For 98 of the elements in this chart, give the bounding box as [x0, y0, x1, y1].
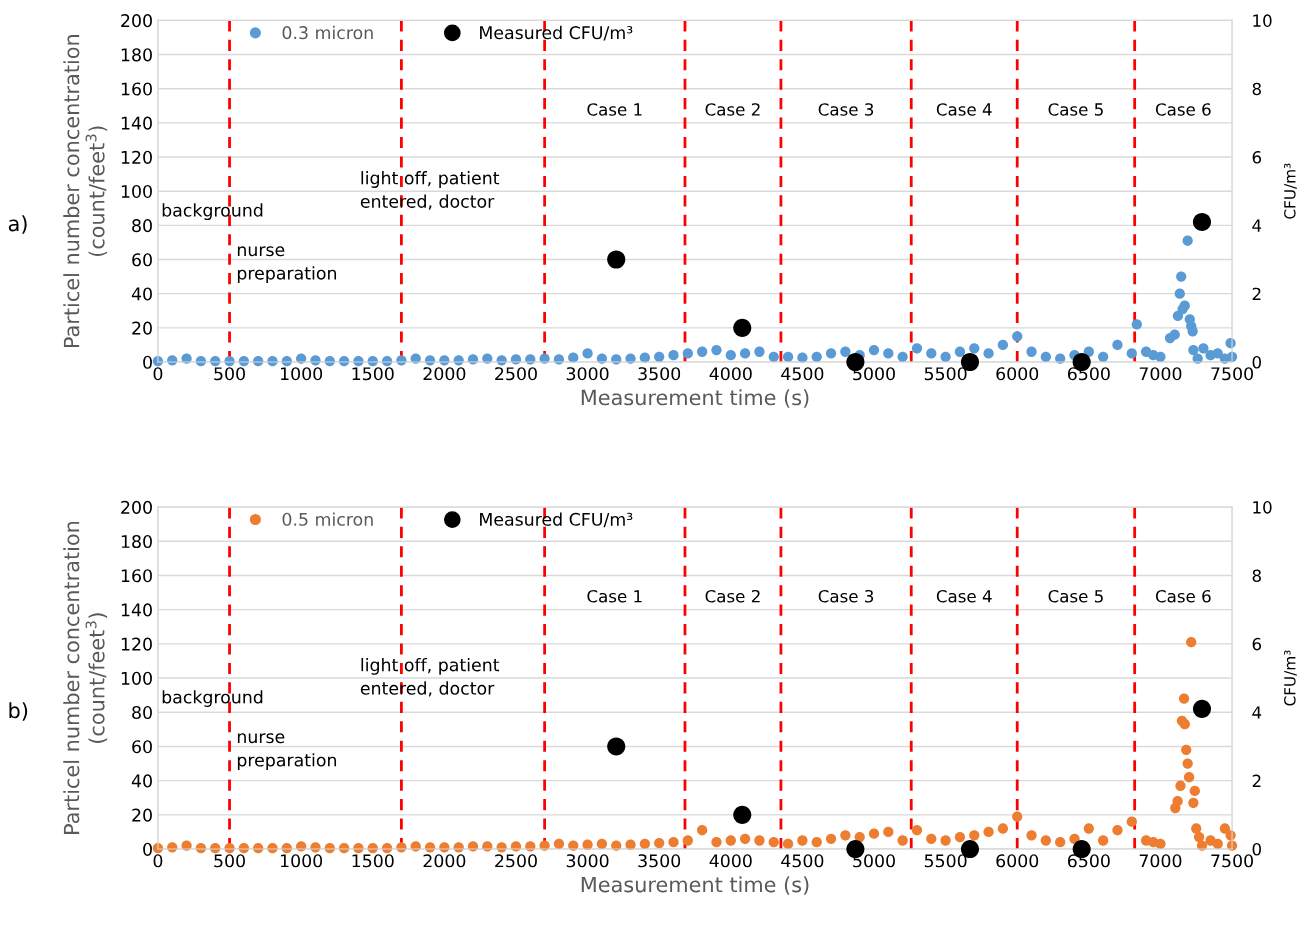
text: a) [8, 215, 27, 234]
y-tick-label: 100 [121, 184, 152, 199]
point [607, 737, 626, 756]
x-tick-label: 500 [214, 854, 245, 868]
y2-tick-label: 6 [1252, 151, 1262, 164]
x-tick-label: 3500 [638, 367, 681, 381]
x-tick-label: 4500 [781, 367, 824, 381]
y-tick-label: 200 [121, 14, 152, 28]
x-tick-label: 2000 [423, 367, 466, 381]
x-tick-label: 6000 [996, 854, 1039, 868]
x-tick-label: 7000 [1139, 854, 1182, 868]
y-tick-label: 60 [132, 740, 152, 754]
x-tick-label: 500 [214, 367, 245, 381]
x-tick-label: 3000 [566, 367, 609, 381]
annotation: background [162, 203, 263, 221]
x-tick-label: 1500 [352, 854, 394, 868]
y2-tick-label: 0 [1252, 843, 1261, 856]
legend-label: Measured CFU/m³ [480, 25, 633, 41]
point [733, 805, 752, 824]
y-tick-label: 0 [143, 355, 152, 369]
ref-line-label: Case 4 [936, 103, 992, 116]
y-tick-label: 40 [131, 774, 152, 788]
x-tick-label: 3500 [638, 854, 681, 868]
y-tick-label: 60 [132, 253, 152, 267]
ref-line-label: Case 3 [818, 589, 874, 603]
y-tick-label: 120 [121, 150, 152, 164]
annotation: nurse preparation [237, 733, 337, 770]
legend-label: 0.3 micron [282, 25, 373, 40]
point [1192, 699, 1212, 718]
y-tick-label: 160 [121, 82, 152, 96]
y2-tick-label: 6 [1252, 637, 1262, 651]
y2-axis-title: CFU/m³ [1284, 650, 1297, 706]
annotation: nurse preparation [237, 246, 337, 284]
ref-line-label: Case 6 [1155, 589, 1211, 603]
x-tick-label: 5500 [924, 854, 967, 868]
ref-line-label: Case 2 [705, 103, 760, 116]
x-tick-label: 0 [153, 854, 163, 868]
point [1192, 212, 1212, 231]
x-tick-label: 7000 [1139, 367, 1182, 381]
y-tick-label: 160 [121, 569, 152, 583]
annotation: light off, patient entered, doctor [360, 657, 500, 697]
y-axis-title: Particel number concentration (count/feet$^{3}$) [63, 35, 108, 348]
x-tick-label: 1000 [280, 854, 323, 868]
y-axis-title: Particel number concentration (count/feet$^{3}$) [63, 521, 108, 834]
y2-tick-label: 10 [1253, 501, 1272, 514]
y2-tick-label: 4 [1252, 706, 1262, 719]
x-tick-label: 2500 [495, 367, 537, 381]
x-axis-title: Measurement time (s) [581, 876, 809, 895]
y-tick-label: 40 [131, 287, 152, 301]
y2-tick-label: 8 [1252, 569, 1261, 583]
x-axis-title: Measurement time (s) [581, 389, 809, 408]
y-tick-label: 120 [121, 637, 152, 651]
y2-tick-label: 4 [1252, 219, 1262, 232]
x-tick-label: 1500 [352, 367, 394, 381]
y-tick-label: 140 [121, 603, 152, 617]
x-tick-label: 5500 [924, 367, 967, 381]
y-tick-label: 20 [132, 321, 152, 335]
y2-tick-label: 0 [1252, 355, 1261, 369]
ref-line-label: Case 1 [587, 589, 642, 603]
x-tick-label: 2000 [423, 854, 466, 868]
y2-tick-label: 2 [1252, 774, 1261, 787]
annotation: background [162, 690, 263, 707]
x-tick-label: 4000 [709, 367, 752, 381]
ref-line-label: Case 6 [1155, 103, 1211, 116]
x-tick-label: 7500 [1211, 367, 1253, 381]
x-tick-label: 4500 [781, 854, 824, 868]
x-tick-label: 6000 [996, 367, 1039, 381]
y-tick-label: 0 [143, 842, 152, 856]
x-tick-label: 3000 [566, 854, 609, 868]
text: b) [9, 702, 28, 721]
y-tick-label: 80 [132, 219, 152, 233]
y2-axis-title: CFU/m³ [1284, 163, 1297, 219]
x-tick-label: 7500 [1211, 854, 1253, 868]
y2-tick-label: 2 [1252, 287, 1261, 301]
y-tick-label: 80 [132, 705, 152, 720]
legend-label: 0.5 micron [282, 512, 373, 526]
ref-line-label: Case 5 [1048, 103, 1103, 116]
annotation: light off, patient entered, doctor [360, 171, 500, 210]
y-tick-label: 180 [121, 534, 152, 549]
y-tick-label: 180 [121, 48, 152, 62]
point [607, 250, 626, 269]
legend-label: Measured CFU/m³ [480, 512, 633, 528]
ref-line-label: Case 1 [587, 103, 642, 116]
x-tick-label: 1000 [280, 367, 323, 381]
ref-line-label: Case 5 [1048, 589, 1103, 603]
y2-tick-label: 10 [1253, 14, 1272, 27]
x-tick-label: 2500 [495, 854, 537, 868]
ref-line-label: Case 2 [705, 589, 760, 603]
x-tick-label: 4000 [709, 854, 752, 868]
y-tick-label: 200 [121, 500, 152, 514]
point [733, 318, 752, 337]
ref-line-label: Case 4 [936, 589, 992, 603]
y2-tick-label: 8 [1252, 82, 1261, 96]
y-tick-label: 100 [121, 671, 152, 685]
x-tick-label: 0 [153, 367, 163, 381]
y-tick-label: 20 [132, 808, 152, 822]
y-tick-label: 140 [121, 116, 152, 130]
ref-line-label: Case 3 [818, 103, 874, 116]
